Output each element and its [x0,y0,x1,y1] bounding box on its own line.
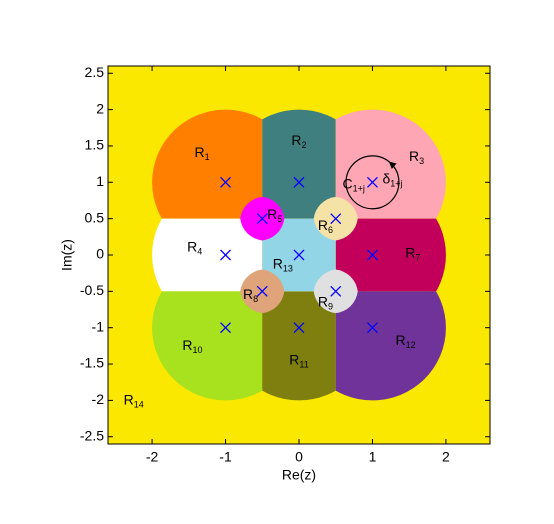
region-label-sub: 11 [299,360,308,370]
point-marker [330,285,342,297]
y-tick-label: 2 [96,100,104,116]
y-tick-label: 1 [96,173,104,189]
region [262,291,336,401]
region-label-main: R [405,244,415,260]
region-label: R7 [405,244,420,263]
region-label-sub: 7 [415,253,420,263]
point-marker [220,176,231,188]
y-tick-label: 0 [96,246,104,262]
region-label-sub: 3 [419,156,424,166]
y-tick-label: -0.5 [80,282,104,298]
region-label-main: R [267,206,277,222]
y-tick-label: 1.5 [85,137,105,153]
y-tick-label: 2.5 [85,64,105,80]
point-marker [256,213,268,225]
region-label-sub: 2 [302,140,307,150]
x-tick-label: -2 [146,449,159,465]
annotation-sub: 1+j [353,184,365,194]
point-marker [330,213,342,225]
region-label-main: R [187,238,197,254]
region [152,291,263,401]
region-label: R4 [187,238,202,257]
point-marker [293,249,305,261]
region-label-sub: 14 [134,400,144,410]
region-label-sub: 1 [205,153,210,163]
region [152,109,263,219]
contour-circle [345,155,400,210]
region-label-main: R [243,286,253,302]
region-label: R3 [409,148,424,167]
region-label: R9 [318,293,333,312]
x-tick-label: 0 [295,449,303,465]
annotation: δ1+j [382,170,402,189]
region-label-main: R [318,217,328,233]
x-tick-label: 1 [369,449,377,465]
y-tick-label: 0.5 [85,209,105,225]
region-label: R13 [273,255,293,274]
region-label-sub: 9 [328,302,333,312]
annotation-main: δ [382,170,390,186]
region-label-sub: 8 [253,294,258,304]
y-tick-label: -2.5 [80,427,104,443]
region-label-main: R [124,391,134,407]
region-label-sub: 5 [277,214,282,224]
x-tick-label: 2 [442,449,450,465]
region-label: R8 [243,286,258,305]
region-label-main: R [194,144,204,160]
x-tick-label: -1 [219,449,232,465]
region [335,218,446,292]
point-marker [367,176,378,188]
region-label-main: R [395,331,405,347]
contour-arrow [388,161,397,169]
region-label-main: R [291,132,301,148]
region-label-sub: 6 [328,225,333,235]
region [335,291,446,401]
region [262,109,336,219]
region-label: R1 [194,144,209,163]
y-tick-label: -2 [92,391,105,407]
point-marker [220,249,231,261]
point-marker [256,285,268,297]
point-marker [293,176,305,188]
region [152,218,263,292]
region-label: R12 [395,331,415,350]
region-label: R5 [267,206,282,225]
region-label: R10 [182,337,202,356]
region-label-main: R [182,337,192,353]
x-axis-label: Re(z) [282,467,316,483]
annotation: C1+j [342,175,364,194]
region-label: R11 [289,351,308,370]
point-marker [367,322,378,334]
region-label-sub: 12 [406,340,416,350]
annotation-sub: 1+j [390,179,402,189]
annotation-main: C [342,175,352,191]
region-label-main: R [318,293,328,309]
region-label-main: R [289,351,299,367]
region-label: R6 [318,217,333,236]
region-label: R14 [124,391,144,410]
region-label-main: R [273,255,283,271]
y-tick-label: -1 [92,318,105,334]
region-label-sub: 10 [193,345,203,355]
point-marker [293,322,305,334]
region-label-sub: 13 [283,264,293,274]
y-tick-label: -1.5 [80,355,104,371]
point-marker [220,322,231,334]
point-marker [367,249,378,261]
region-label: R2 [291,132,306,151]
region-label-sub: 4 [197,247,202,257]
region-label-main: R [409,148,419,164]
y-axis-label: Im(z) [59,239,75,271]
